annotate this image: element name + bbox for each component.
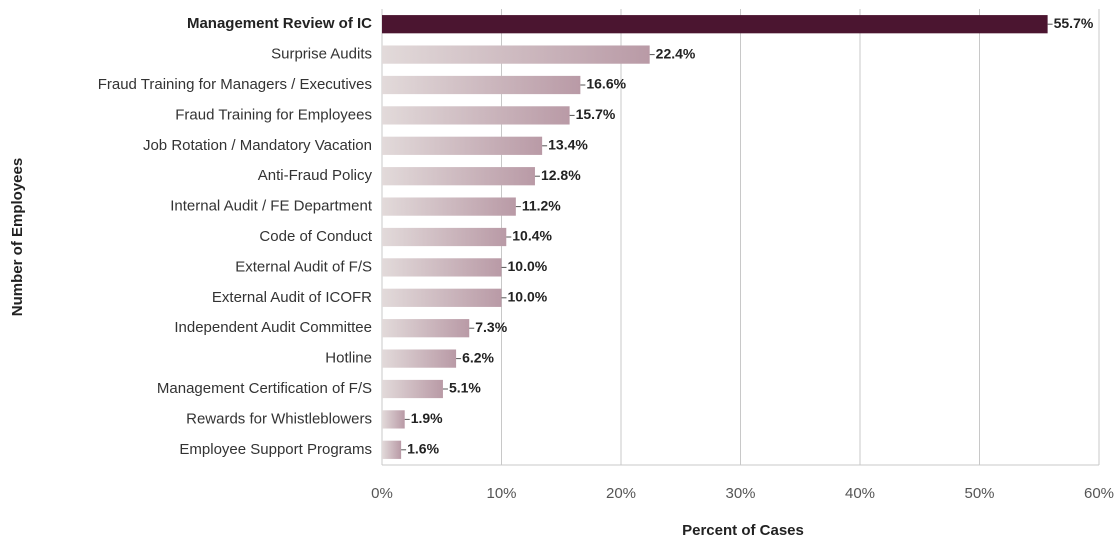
bar bbox=[382, 15, 1048, 34]
value-label: 12.8% bbox=[541, 167, 581, 183]
bar bbox=[382, 258, 502, 277]
y-tick-label: Code of Conduct bbox=[259, 228, 372, 245]
value-label: 1.6% bbox=[407, 441, 439, 457]
y-tick-label: Management Certification of F/S bbox=[157, 380, 372, 397]
bar bbox=[382, 379, 443, 399]
bar bbox=[382, 349, 457, 368]
bar bbox=[382, 136, 543, 155]
value-label: 6.2% bbox=[462, 349, 494, 365]
value-label: 55.7% bbox=[1054, 15, 1094, 31]
y-tick-label: Independent Audit Committee bbox=[174, 319, 372, 336]
x-tick-label: 20% bbox=[606, 485, 636, 502]
bar bbox=[382, 167, 535, 186]
value-label: 5.1% bbox=[449, 380, 481, 396]
x-tick-label: 50% bbox=[964, 485, 994, 502]
y-tick-label: Management Review of IC bbox=[187, 15, 372, 32]
y-axis-label: Number of Employees bbox=[9, 158, 26, 316]
bar bbox=[382, 410, 405, 429]
y-tick-label: Hotline bbox=[325, 350, 372, 367]
bar bbox=[382, 75, 581, 95]
value-label: 16.6% bbox=[586, 76, 626, 92]
y-tick-label: Anti-Fraud Policy bbox=[258, 167, 373, 184]
x-axis-label: Percent of Cases bbox=[682, 522, 804, 539]
bar bbox=[382, 227, 507, 247]
y-tick-label: Job Rotation / Mandatory Vacation bbox=[143, 137, 372, 154]
x-tick-label: 30% bbox=[725, 485, 755, 502]
y-tick-label: Internal Audit / FE Department bbox=[170, 198, 373, 215]
bar bbox=[382, 440, 402, 459]
bar bbox=[382, 319, 470, 338]
value-label: 13.4% bbox=[548, 137, 588, 153]
x-tick-label: 40% bbox=[845, 485, 875, 502]
value-label: 15.7% bbox=[576, 106, 616, 122]
value-label: 10.0% bbox=[508, 289, 548, 305]
value-label: 10.4% bbox=[512, 228, 552, 244]
y-tick-label: External Audit of F/S bbox=[235, 258, 372, 275]
x-tick-label: 0% bbox=[371, 485, 393, 502]
y-tick-label: Surprise Audits bbox=[271, 46, 372, 63]
value-label: 10.0% bbox=[508, 258, 548, 274]
value-label: 7.3% bbox=[475, 319, 507, 335]
value-label: 11.2% bbox=[522, 197, 561, 213]
value-label: 22.4% bbox=[656, 45, 696, 61]
y-tick-label: Fraud Training for Managers / Executives bbox=[98, 76, 372, 93]
y-tick-label: External Audit of ICOFR bbox=[212, 289, 372, 306]
bar bbox=[382, 197, 516, 216]
y-tick-label: Fraud Training for Employees bbox=[175, 106, 372, 123]
bar bbox=[382, 288, 502, 307]
y-tick-label: Employee Support Programs bbox=[179, 441, 372, 458]
bar bbox=[382, 45, 650, 64]
x-tick-label: 60% bbox=[1084, 485, 1114, 502]
value-label: 1.9% bbox=[411, 410, 443, 426]
bar bbox=[382, 106, 570, 125]
y-tick-label: Rewards for Whistleblowers bbox=[186, 410, 372, 427]
x-tick-label: 10% bbox=[486, 485, 516, 502]
